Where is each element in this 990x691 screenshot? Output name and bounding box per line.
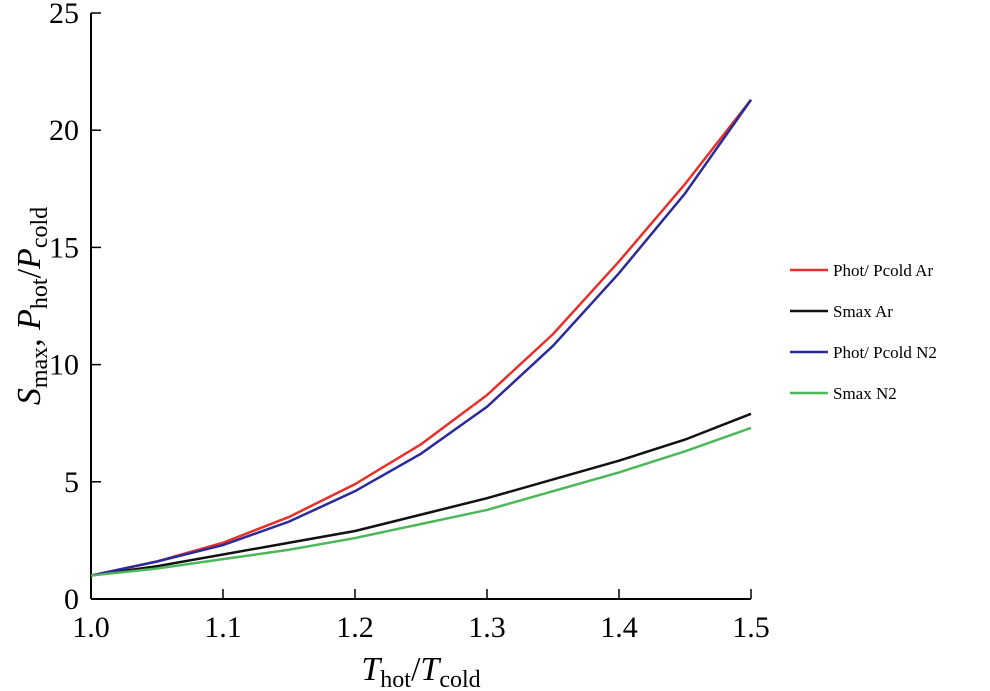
x-tick-label: 1.2 xyxy=(336,611,374,644)
series-line xyxy=(90,98,752,577)
label-part: cold xyxy=(439,667,480,691)
label-part: hot xyxy=(380,667,411,691)
y-tick-label: 15 xyxy=(49,231,79,264)
label-part: , xyxy=(11,330,48,347)
label-part: P xyxy=(11,248,48,270)
label-part: / xyxy=(411,651,421,688)
series-line xyxy=(90,426,752,577)
x-tick-label: 1.5 xyxy=(732,611,770,644)
y-tick-label: 10 xyxy=(49,349,79,382)
label-part: T xyxy=(361,651,382,688)
label-part: S xyxy=(11,388,48,405)
label-part: T xyxy=(420,651,441,688)
x-tick-label: 1.1 xyxy=(204,611,242,644)
x-tick-label: 1.4 xyxy=(600,611,638,644)
label-part: cold xyxy=(27,207,53,248)
y-tick-label: 0 xyxy=(64,583,79,616)
legend-label: Phot/ Pcold Ar xyxy=(833,261,933,280)
y-tick-label: 20 xyxy=(49,114,79,147)
x-tick-label: 1.0 xyxy=(72,611,110,644)
y-tick-label: 5 xyxy=(64,466,79,499)
series-line xyxy=(90,99,753,577)
label-part: hot xyxy=(27,278,53,309)
y-axis-label: Smax, Phot/Pcold xyxy=(11,207,53,405)
series-line xyxy=(90,412,752,577)
legend-label: Smax Ar xyxy=(833,302,893,321)
legend-label: Smax N2 xyxy=(833,384,897,403)
label-part: / xyxy=(11,268,48,278)
label-part: P xyxy=(11,309,48,331)
x-axis-label: Thot/Tcold xyxy=(361,651,480,691)
y-tick-label: 25 xyxy=(49,0,79,30)
legend-label: Phot/ Pcold N2 xyxy=(833,343,937,362)
label-part: max xyxy=(27,347,53,388)
x-tick-label: 1.3 xyxy=(468,611,506,644)
